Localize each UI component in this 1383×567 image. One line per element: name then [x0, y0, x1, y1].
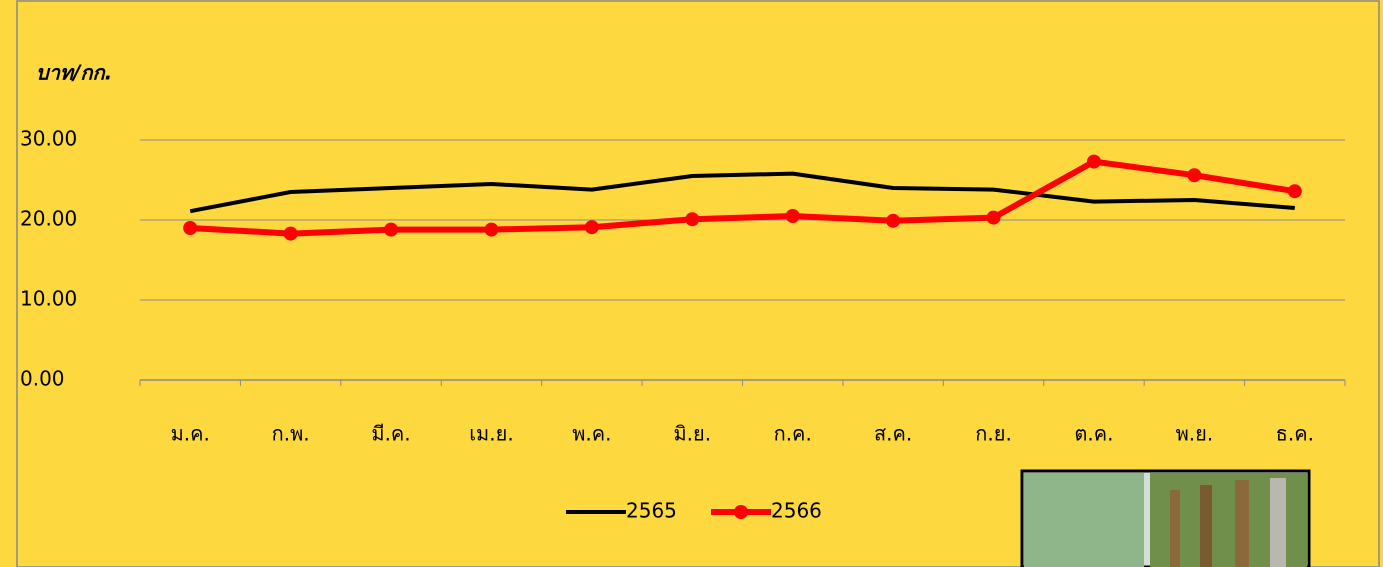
series-marker — [584, 220, 599, 235]
series-marker — [1187, 168, 1202, 183]
series-line — [190, 158, 1296, 237]
series-line — [189, 171, 1295, 214]
series-marker — [886, 213, 901, 228]
x-tick-label: ม.ค. — [171, 422, 210, 446]
series-marker — [1086, 154, 1101, 169]
series-marker — [986, 210, 1001, 225]
y-tick-label: 10.00 — [20, 287, 77, 311]
x-tick-label: พ.ย. — [1176, 422, 1214, 446]
series-marker — [1287, 184, 1302, 199]
x-tick-label: ก.พ. — [272, 422, 310, 446]
x-tick-label: ก.ค. — [774, 422, 812, 446]
series-marker — [384, 222, 399, 237]
y-axis-label: บาท/กก. — [36, 61, 112, 85]
x-tick-label: เม.ย. — [469, 422, 513, 446]
x-tick-label: ต.ค. — [1074, 422, 1113, 446]
x-tick-label: ส.ค. — [874, 422, 912, 446]
series-marker — [785, 209, 800, 223]
x-tick-label: มิ.ย. — [673, 422, 711, 446]
y-tick-label: 30.00 — [20, 127, 77, 151]
series-marker — [484, 222, 499, 237]
legend-label: 2566 — [771, 499, 822, 523]
y-tick-label: 0.00 — [20, 367, 65, 391]
x-tick-label: มี.ค. — [371, 422, 410, 446]
x-tick-label: ก.ย. — [975, 422, 1012, 446]
x-tick-label: ธ.ค. — [1276, 422, 1314, 446]
legend-marker — [734, 505, 748, 519]
y-tick-label: 20.00 — [20, 207, 77, 231]
series-marker — [685, 212, 700, 227]
series-marker — [183, 221, 198, 235]
photo — [1020, 469, 1311, 567]
x-tick-label: พ.ค. — [572, 422, 611, 446]
series-marker — [283, 226, 298, 241]
legend-label: 2565 — [626, 499, 677, 523]
